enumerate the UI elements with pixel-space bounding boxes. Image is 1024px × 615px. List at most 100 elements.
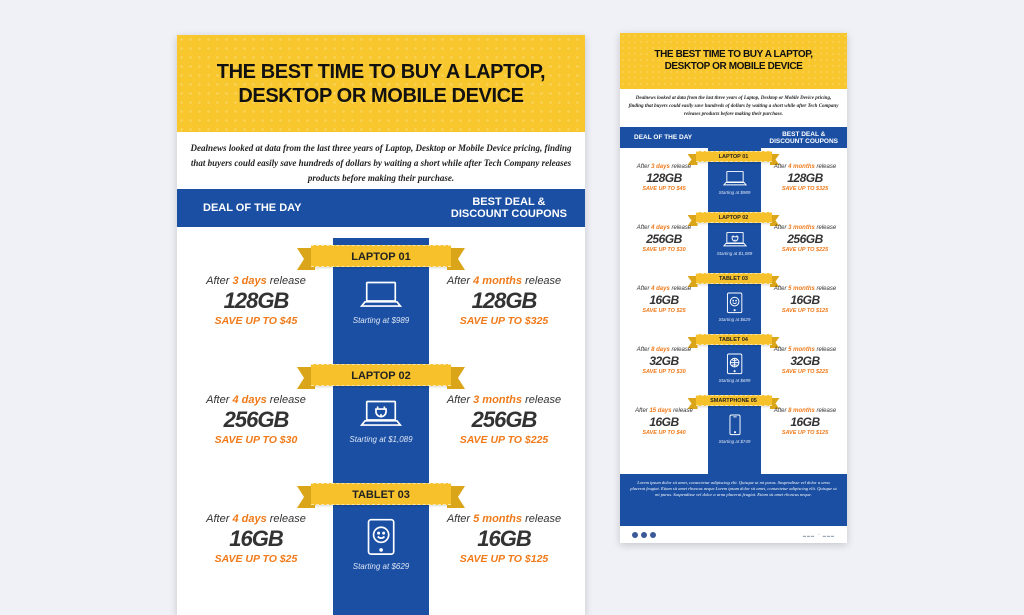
deal-of-day-entry: After 8 days release 32GB SAVE UP TO $30 bbox=[620, 347, 708, 375]
device-panel: Starting at $629 bbox=[333, 518, 429, 571]
capacity-value: 256GB bbox=[787, 232, 823, 246]
device-panel: Starting at $989 bbox=[708, 170, 761, 195]
laptop-plug-icon bbox=[333, 399, 429, 429]
page-title: THE BEST TIME TO BUY A LAPTOP, DESKTOP O… bbox=[216, 60, 546, 107]
starting-price: Starting at $1,089 bbox=[716, 251, 753, 257]
intro-text: Dealnews looked at data from the last th… bbox=[628, 96, 839, 117]
brand-logo: ▂▂▂ ◔ ▂▂▂ bbox=[802, 532, 835, 537]
tablet-globe-icon bbox=[708, 353, 761, 375]
smartphone-icon bbox=[708, 414, 761, 436]
save-amount: SAVE UP TO $25 bbox=[642, 308, 686, 314]
device-panel: Starting at $989 bbox=[333, 280, 429, 325]
starting-price: Starting at $629 bbox=[718, 316, 751, 322]
capacity-value: 256GB bbox=[471, 407, 538, 432]
coupon-entry: After 5 months release 32GB SAVE UP TO $… bbox=[761, 347, 847, 375]
capacity-value: 128GB bbox=[223, 288, 290, 313]
deal-of-day-entry: After 3 days release 128GB SAVE UP TO $4… bbox=[620, 164, 708, 192]
deal-of-day-entry: After 4 days release 16GB SAVE UP TO $25 bbox=[181, 513, 331, 565]
save-amount: SAVE UP TO $30 bbox=[642, 247, 686, 253]
coupon-entry: After 3 months release 256GB SAVE UP TO … bbox=[429, 394, 579, 446]
starting-price: Starting at $1,089 bbox=[349, 435, 413, 445]
tablet-smile-icon bbox=[333, 518, 429, 556]
device-panel: Starting at $749 bbox=[708, 414, 761, 444]
device-panel: Starting at $1,089 bbox=[708, 231, 761, 256]
social-icons bbox=[632, 531, 656, 538]
linkedin-icon[interactable] bbox=[641, 531, 647, 538]
save-amount: SAVE UP TO $25 bbox=[214, 553, 298, 565]
right-column-header: BEST DEAL & DISCOUNT COUPONS bbox=[769, 130, 838, 145]
header-banner: THE BEST TIME TO BUY A LAPTOP, DESKTOP O… bbox=[177, 35, 585, 132]
infographic-large: THE BEST TIME TO BUY A LAPTOP, DESKTOP O… bbox=[177, 35, 585, 615]
left-column-header: DEAL OF THE DAY bbox=[634, 134, 693, 141]
save-amount: SAVE UP TO $30 bbox=[642, 369, 686, 375]
ribbon-label: LAPTOP 01 bbox=[695, 151, 772, 162]
footer-panel: Lorem ipsum dolor sit amet, consectetur … bbox=[620, 474, 847, 526]
coupon-entry: After 8 months release 16GB SAVE UP TO $… bbox=[761, 408, 847, 436]
column-headers: DEAL OF THE DAY BEST DEAL & DISCOUNT COU… bbox=[177, 189, 585, 227]
coupon-entry: After 5 months release 16GB SAVE UP TO $… bbox=[761, 286, 847, 314]
coupon-entry: After 4 months release 128GB SAVE UP TO … bbox=[761, 164, 847, 192]
save-amount: SAVE UP TO $225 bbox=[781, 247, 829, 253]
save-amount: SAVE UP TO $125 bbox=[781, 308, 829, 314]
deal-of-day-entry: After 4 days release 256GB SAVE UP TO $3… bbox=[620, 225, 708, 253]
coupon-entry: After 3 months release 256GB SAVE UP TO … bbox=[761, 225, 847, 253]
capacity-value: 16GB bbox=[649, 293, 679, 307]
capacity-value: 16GB bbox=[229, 526, 283, 551]
capacity-value: 256GB bbox=[223, 407, 290, 432]
column-headers: DEAL OF THE DAY BEST DEAL & DISCOUNT COU… bbox=[620, 127, 847, 148]
laptop-plug-icon bbox=[708, 231, 761, 248]
tablet-smile-icon bbox=[708, 292, 761, 314]
right-column-header: BEST DEAL & DISCOUNT COUPONS bbox=[450, 196, 567, 220]
starting-price: Starting at $989 bbox=[718, 190, 751, 196]
twitter-icon[interactable] bbox=[650, 531, 656, 538]
save-amount: SAVE UP TO $325 bbox=[781, 186, 829, 192]
capacity-value: 16GB bbox=[649, 415, 679, 429]
device-panel: Starting at $699 bbox=[708, 353, 761, 383]
ribbon-label: LAPTOP 01 bbox=[311, 245, 451, 267]
capacity-value: 32GB bbox=[649, 354, 679, 368]
deal-of-day-entry: After 3 days release 128GB SAVE UP TO $4… bbox=[181, 275, 331, 327]
save-amount: SAVE UP TO $325 bbox=[459, 315, 549, 327]
page-title: THE BEST TIME TO BUY A LAPTOP, DESKTOP O… bbox=[654, 49, 813, 72]
infographic-small: THE BEST TIME TO BUY A LAPTOP, DESKTOP O… bbox=[620, 33, 847, 543]
ribbon-label: TABLET 04 bbox=[695, 334, 772, 345]
footer-text: Lorem ipsum dolor sit amet, consectetur … bbox=[630, 480, 837, 497]
starting-price: Starting at $699 bbox=[718, 377, 751, 383]
starting-price: Starting at $629 bbox=[352, 561, 410, 571]
save-amount: SAVE UP TO $45 bbox=[642, 186, 686, 192]
capacity-value: 256GB bbox=[646, 232, 682, 246]
ribbon-label: LAPTOP 02 bbox=[695, 212, 772, 223]
save-amount: SAVE UP TO $40 bbox=[642, 430, 686, 436]
device-panel: Starting at $1,089 bbox=[333, 399, 429, 444]
capacity-value: 16GB bbox=[477, 526, 531, 551]
facebook-icon[interactable] bbox=[632, 531, 638, 538]
save-amount: SAVE UP TO $45 bbox=[214, 315, 298, 327]
starting-price: Starting at $989 bbox=[352, 316, 410, 326]
save-amount: SAVE UP TO $225 bbox=[781, 369, 829, 375]
ribbon-label: SMARTPHONE 05 bbox=[695, 395, 772, 406]
left-column-header: DEAL OF THE DAY bbox=[203, 202, 302, 214]
starting-price: Starting at $749 bbox=[718, 438, 751, 444]
ribbon-label: TABLET 03 bbox=[311, 483, 451, 505]
capacity-value: 128GB bbox=[471, 288, 538, 313]
ribbon-label: TABLET 03 bbox=[695, 273, 772, 284]
laptop-icon bbox=[708, 170, 761, 187]
save-amount: SAVE UP TO $225 bbox=[459, 434, 549, 446]
capacity-value: 16GB bbox=[790, 415, 820, 429]
coupon-entry: After 4 months release 128GB SAVE UP TO … bbox=[429, 275, 579, 327]
save-amount: SAVE UP TO $125 bbox=[781, 430, 829, 436]
capacity-value: 128GB bbox=[787, 171, 823, 185]
save-amount: SAVE UP TO $30 bbox=[214, 434, 298, 446]
ribbon-label: LAPTOP 02 bbox=[311, 364, 451, 386]
capacity-value: 32GB bbox=[790, 354, 820, 368]
capacity-value: 16GB bbox=[790, 293, 820, 307]
laptop-icon bbox=[333, 280, 429, 310]
capacity-value: 128GB bbox=[646, 171, 682, 185]
save-amount: SAVE UP TO $125 bbox=[459, 553, 549, 565]
device-panel: Starting at $629 bbox=[708, 292, 761, 322]
coupon-entry: After 5 months release 16GB SAVE UP TO $… bbox=[429, 513, 579, 565]
intro-text: Dealnews looked at data from the last th… bbox=[190, 143, 572, 183]
footer-bar: ▂▂▂ ◔ ▂▂▂ bbox=[620, 526, 847, 543]
deal-of-day-entry: After 15 days release 16GB SAVE UP TO $4… bbox=[620, 408, 708, 436]
deal-of-day-entry: After 4 days release 16GB SAVE UP TO $25 bbox=[620, 286, 708, 314]
